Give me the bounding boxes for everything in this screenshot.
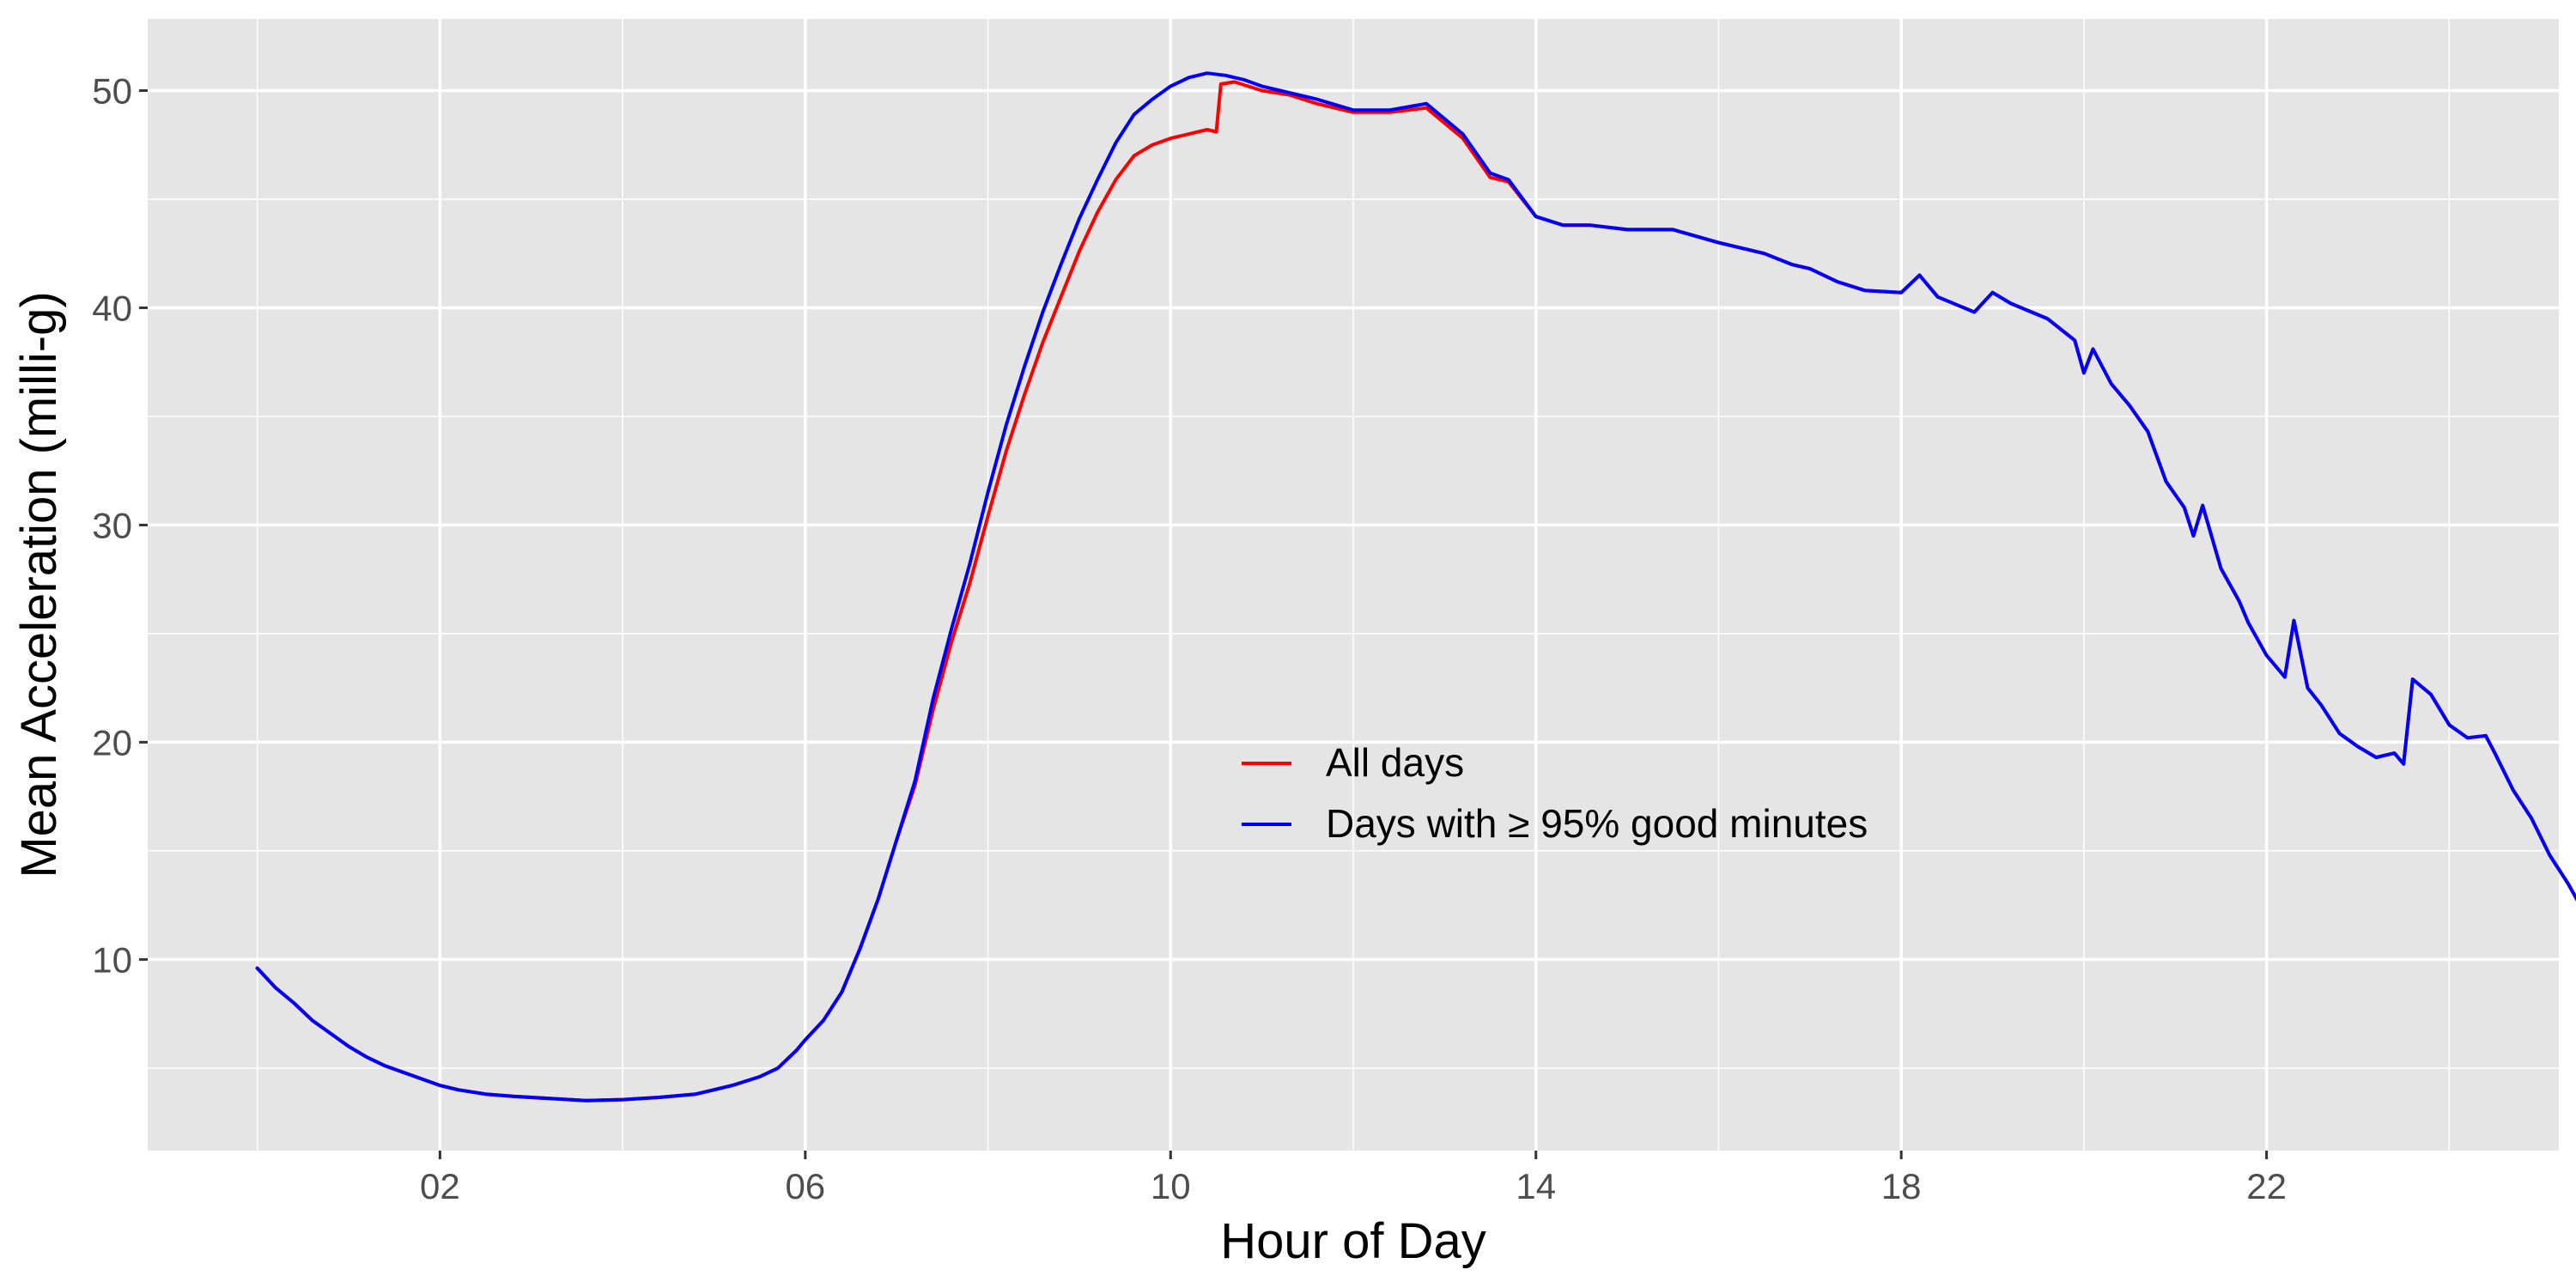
x-axis-title: Hour of Day [1220, 1213, 1485, 1269]
y-axis: 10 20 30 40 50 [92, 70, 148, 980]
x-tick-label: 10 [1151, 1166, 1191, 1206]
x-axis: 02 06 10 14 18 22 [420, 1151, 2287, 1206]
x-tick-label: 06 [785, 1166, 825, 1206]
y-tick-label: 40 [92, 288, 132, 328]
x-tick-label: 18 [1881, 1166, 1922, 1206]
x-tick-label: 14 [1516, 1166, 1556, 1206]
x-tick-label: 02 [420, 1166, 460, 1206]
minor-gridlines [148, 19, 2559, 1151]
x-tick-label: 22 [2246, 1166, 2287, 1206]
legend-label-good-days: Days with ≥ 95% good minutes [1326, 801, 1868, 846]
y-tick-label: 10 [92, 939, 132, 980]
series-layer [255, 71, 2576, 1103]
major-gridlines [148, 19, 2559, 1151]
y-tick-label: 30 [92, 505, 132, 545]
y-tick-label: 50 [92, 70, 132, 111]
legend: All days Days with ≥ 95% good minutes [1242, 740, 1868, 846]
y-tick-label: 20 [92, 722, 132, 762]
series-line-good-days [255, 71, 2576, 1103]
y-axis-title: Mean Acceleration (milli-g) [11, 291, 67, 878]
legend-label-all-days: All days [1326, 740, 1464, 785]
